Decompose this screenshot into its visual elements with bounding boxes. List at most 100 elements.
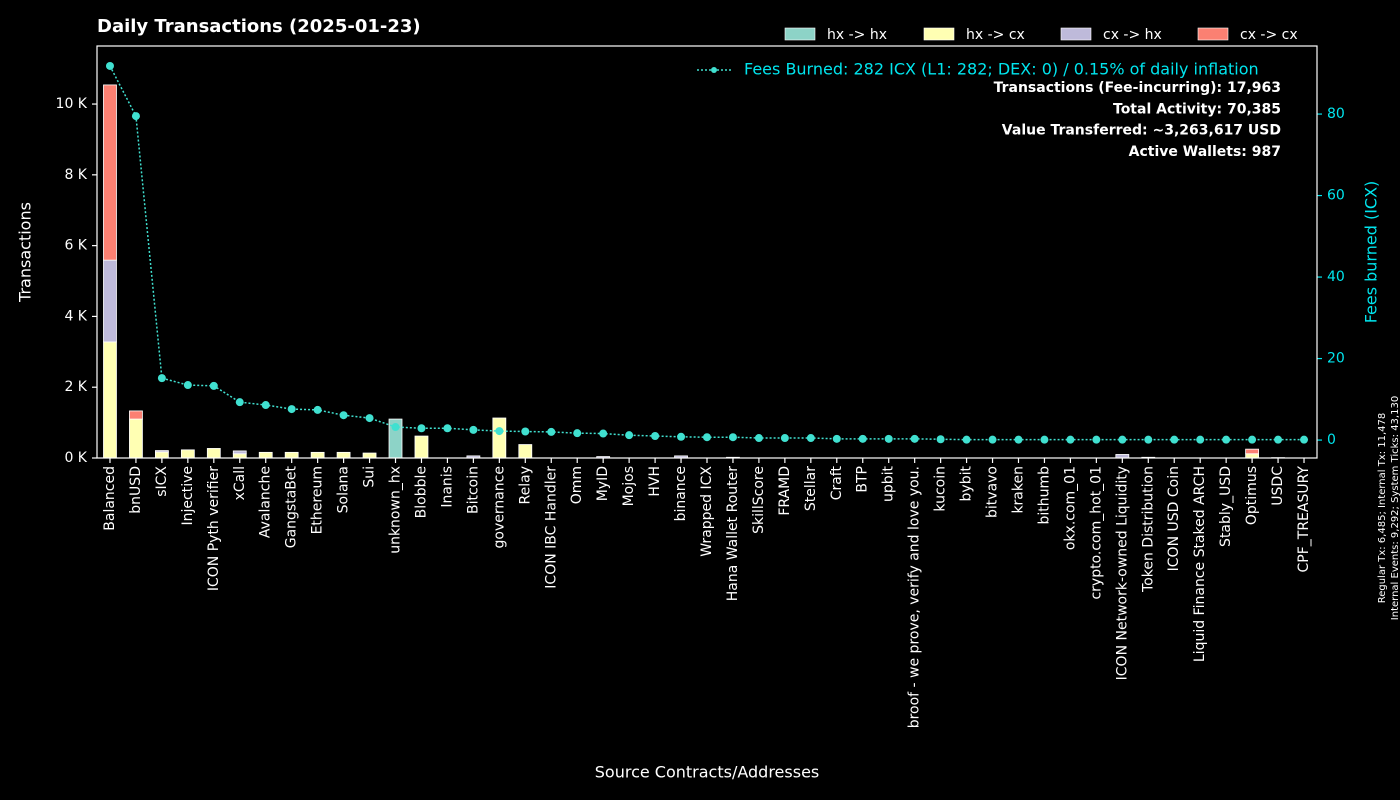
fee-point [209, 381, 218, 390]
fee-point [1300, 435, 1309, 444]
fee-point [235, 398, 244, 407]
fee-point [728, 433, 737, 442]
bar-segment [103, 259, 117, 343]
footnote: Internal Events: 9,292; System Ticks: 43… [1390, 396, 1400, 620]
fee-point [157, 374, 166, 383]
y-tick-label: 2 K [64, 379, 87, 395]
x-tick-label: kraken [1010, 466, 1026, 514]
y2-tick-label: 20 [1327, 351, 1345, 367]
fee-point [677, 432, 686, 441]
x-tick-label: SkillScore [751, 466, 767, 534]
y-tick-label: 8 K [64, 167, 87, 183]
x-tick-label: Relay [517, 466, 533, 504]
bar-segment [336, 451, 351, 459]
annotation: Value Transferred: ~3,263,617 USD [1002, 123, 1281, 139]
bar-segment [258, 451, 273, 459]
footnote: Regular Tx: 6,485; Internal Tx: 11,478 [1377, 413, 1388, 604]
x-tick-label: GangstaBet [284, 465, 300, 548]
x-tick-label: MyID [595, 466, 611, 501]
bar-segment [232, 450, 247, 455]
x-tick-label: Hana Wallet Router [725, 466, 741, 602]
fee-point [703, 433, 711, 442]
x-tick-label: BTP [855, 466, 871, 493]
bar-segment [180, 449, 195, 459]
fee-point [936, 435, 945, 444]
bar-segment [103, 84, 117, 261]
bar-segment [362, 452, 377, 459]
x-tick-label: bithumb [1036, 466, 1052, 525]
x-tick-label: HVH [647, 466, 663, 497]
fee-point [287, 405, 296, 414]
chart-title: Daily Transactions (2025-01-23) [97, 16, 421, 37]
x-tick-label: broof - we prove, verify and love you. [907, 466, 923, 728]
x-tick-label: CPF_TREASURY [1296, 466, 1312, 573]
y-tick-label: 0 K [64, 450, 87, 466]
fee-point [443, 424, 452, 433]
bar-segment [129, 418, 143, 459]
fee-point [806, 434, 815, 443]
y2-axis-label: Fees burned (ICX) [1362, 181, 1381, 324]
legend-swatch [1197, 27, 1229, 41]
y-tick-label: 6 K [64, 238, 87, 254]
x-tick-label: Mojos [621, 466, 637, 506]
x-tick-label: Balanced [102, 466, 118, 531]
x-tick-label: ICON Network-owned Liquidity [1114, 466, 1130, 680]
fee-point [391, 423, 400, 432]
x-tick-label: Ethereum [310, 466, 326, 534]
bar-segment [155, 450, 169, 453]
fee-point [131, 112, 140, 121]
legend-swatch [1060, 27, 1092, 41]
fee-point [780, 434, 789, 443]
fee-point [313, 405, 322, 414]
bar-segment [1245, 453, 1259, 459]
x-tick-label: bitvavo [985, 466, 1001, 518]
y2-tick-label: 60 [1327, 188, 1345, 204]
fee-point [365, 414, 374, 423]
x-tick-label: unknown_hx [388, 466, 404, 554]
y-tick-label: 10 K [56, 96, 88, 112]
fee-point [1248, 435, 1257, 444]
legend-swatch [784, 27, 816, 41]
fee-point [417, 424, 426, 433]
fee-point [884, 434, 893, 443]
plot-frame [96, 45, 1318, 459]
fee-point [599, 429, 608, 438]
fee-point [521, 427, 530, 436]
y2-tick-label: 40 [1327, 269, 1345, 285]
x-tick-label: governance [491, 466, 507, 548]
fee-point [1144, 435, 1153, 444]
fee-point [651, 431, 660, 440]
x-tick-label: Stably_USD [1218, 466, 1234, 547]
fee-point [1196, 435, 1205, 444]
fee-point [469, 425, 478, 434]
x-tick-label: Sui [362, 466, 378, 488]
legend-label: Fees Burned: 282 ICX (L1: 282; DEX: 0) /… [744, 60, 1259, 79]
bar-segment [414, 435, 429, 459]
bar-segment [206, 448, 221, 459]
legend-label: cx -> cx [1240, 27, 1298, 43]
legend-marker [711, 67, 717, 73]
x-tick-label: binance [673, 466, 689, 521]
bar-segment [103, 341, 117, 459]
bar-segment [492, 417, 507, 459]
y-tick-label: 4 K [64, 308, 87, 324]
bar-segment [129, 410, 143, 420]
y2-tick-label: 80 [1327, 106, 1345, 122]
x-tick-label: ICON IBC Handler [543, 466, 559, 589]
x-tick-label: Craft [829, 466, 845, 501]
x-tick-label: crypto.com_hot_01 [1088, 466, 1104, 600]
fee-point [858, 434, 867, 443]
fee-point [625, 431, 634, 440]
legend-label: hx -> hx [827, 27, 887, 43]
x-tick-label: Bitcoin [465, 466, 481, 514]
fee-point [1222, 435, 1231, 444]
x-tick-label: bybit [959, 465, 975, 501]
legend-label: cx -> hx [1103, 27, 1162, 43]
fee-point [547, 427, 556, 436]
fee-point [1118, 435, 1127, 444]
y2-tick-label: 0 [1327, 432, 1336, 448]
x-tick-label: Token Distribution [1140, 466, 1156, 593]
annotation: Transactions (Fee-incurring): 17,963 [994, 80, 1281, 96]
x-tick-label: Omm [569, 466, 585, 504]
